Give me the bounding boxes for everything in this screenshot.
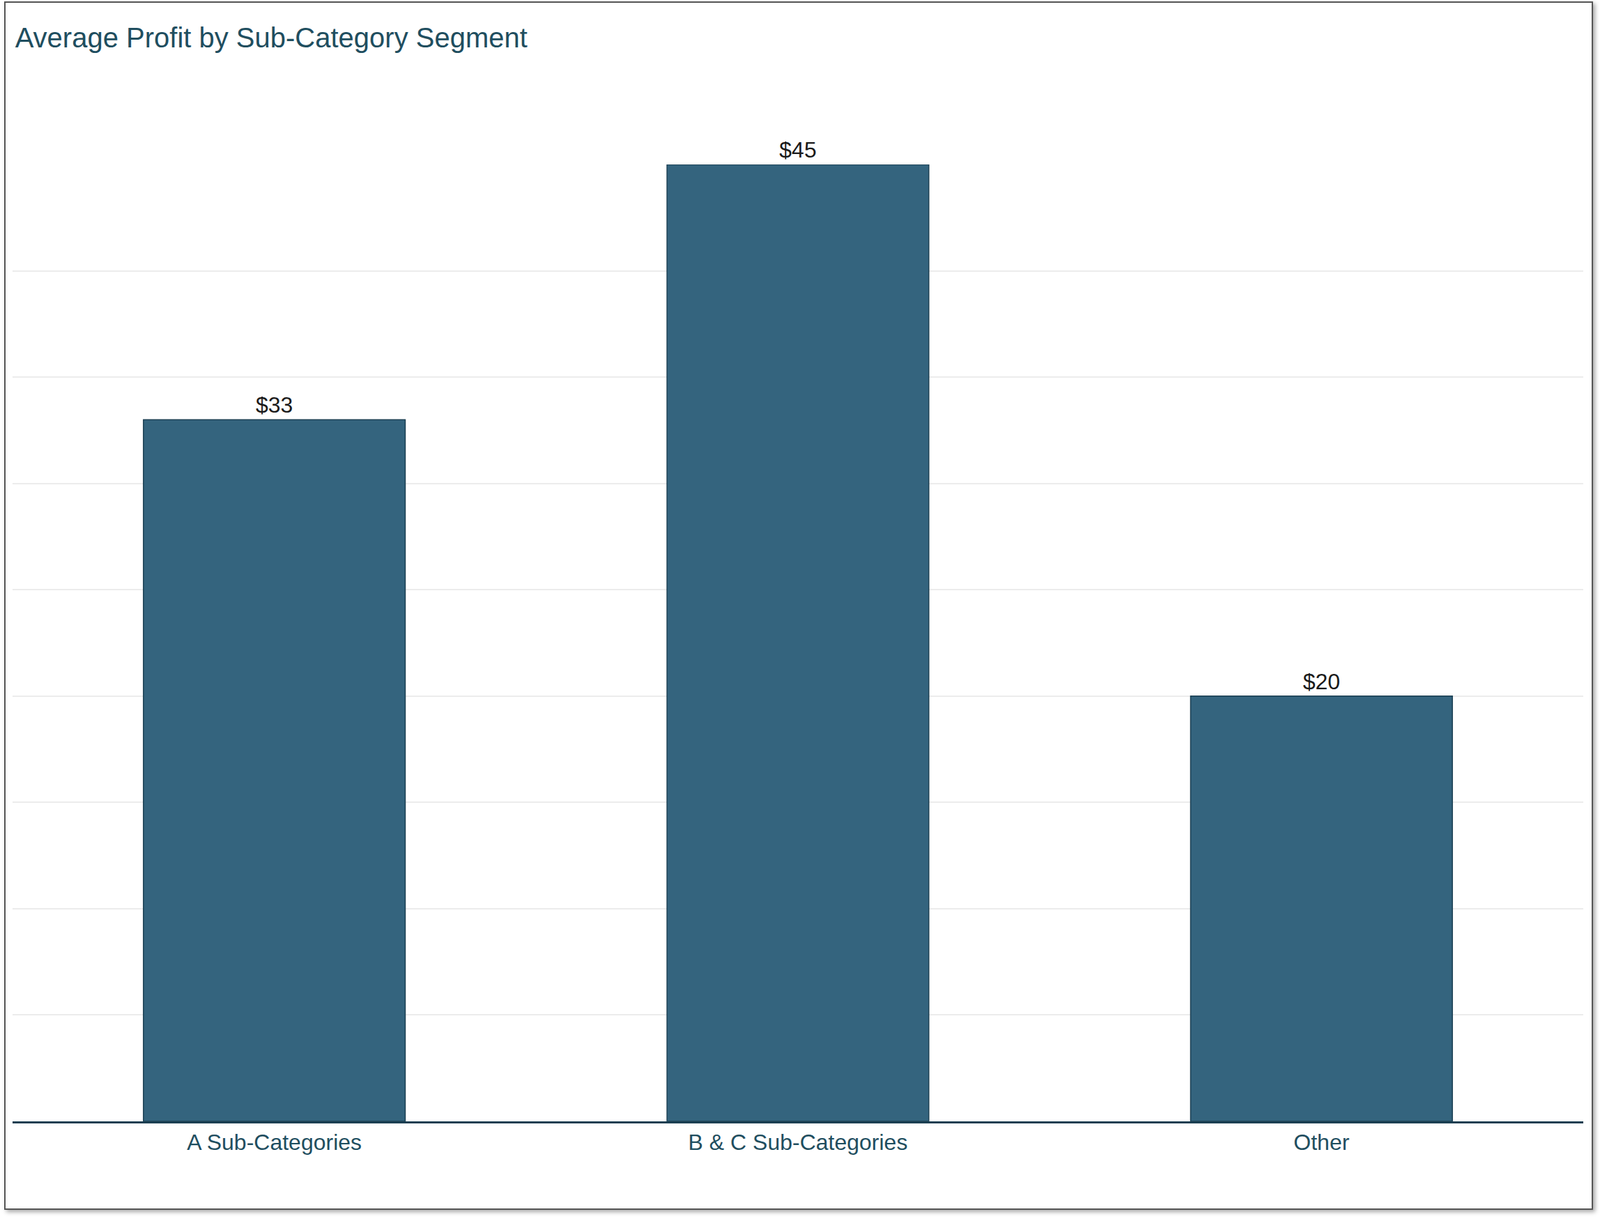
svg-text:A Sub-Categories: A Sub-Categories	[186, 1129, 362, 1155]
svg-text:Other: Other	[1293, 1129, 1350, 1155]
svg-text:$20: $20	[1303, 668, 1341, 695]
svg-text:Average Profit by Sub-Category: Average Profit by Sub-Category Segment	[15, 22, 528, 53]
svg-text:$45: $45	[779, 137, 817, 163]
svg-text:$33: $33	[255, 392, 293, 418]
svg-text:B & C Sub-Categories: B & C Sub-Categories	[688, 1129, 909, 1155]
